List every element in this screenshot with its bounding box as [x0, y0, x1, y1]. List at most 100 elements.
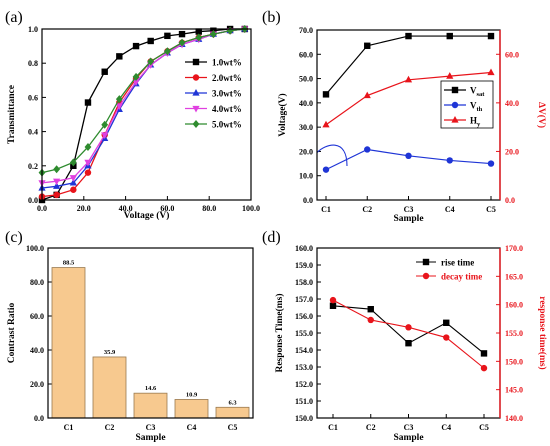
- right-y-tick-label: 165.0: [505, 272, 523, 281]
- legend-marker-1.0wt%: [192, 58, 200, 66]
- series-line-1.0wt%: [41, 28, 245, 201]
- data-point-rise time: [367, 306, 374, 313]
- x-tick-label: 60.0: [160, 204, 174, 213]
- data-point-2.0wt%: [53, 191, 60, 199]
- right-y-tick-label: 170.0: [505, 244, 523, 253]
- x-tick-label: C4: [441, 423, 451, 432]
- y-tick-label: 152.0: [295, 380, 313, 389]
- annotation-curve: [316, 144, 348, 167]
- y-axis-title: Voltage(V): [277, 93, 288, 136]
- data-point-1: [405, 152, 412, 159]
- data-point-4.0wt%: [53, 178, 61, 186]
- data-point-1: [322, 166, 330, 173]
- data-point-5.0wt%: [84, 142, 92, 151]
- data-point-1: [364, 146, 371, 153]
- y-tick-label: 155.0: [295, 329, 313, 338]
- x-tick-label: C5: [479, 423, 489, 432]
- data-point-rise time: [405, 340, 412, 347]
- legend-marker-decay time: [422, 272, 430, 280]
- y-tick-label: 154.0: [295, 346, 313, 355]
- x-tick-label: C3: [404, 205, 414, 214]
- data-point-1.0wt%: [101, 68, 108, 75]
- plot-frame: [41, 28, 252, 201]
- x-tick-label: C1: [328, 423, 338, 432]
- x-tick-label: C2: [105, 423, 115, 432]
- right-y-axis-title: ΔV(V): [536, 102, 547, 128]
- y-axis-title: Contrast Ratio: [7, 303, 17, 364]
- legend-marker-0: [451, 86, 459, 94]
- legend-marker-2: [451, 116, 459, 123]
- right-y-tick-label: 145.0: [505, 386, 523, 395]
- bar-C4: [174, 399, 209, 419]
- data-point-4.0wt%: [101, 132, 109, 140]
- legend-label-2: Hy: [470, 116, 481, 129]
- x-tick-label: C3: [404, 423, 414, 432]
- data-point-4.0wt%: [132, 79, 140, 87]
- panel-label-c: (c): [5, 229, 23, 246]
- legend-label-3.0wt%: 3.0wt%: [212, 89, 242, 99]
- x-tick-label: C5: [228, 423, 238, 432]
- data-point-1.0wt%: [116, 53, 123, 60]
- y-tick-label: 153.0: [295, 363, 313, 372]
- x-tick-label: C4: [187, 423, 197, 432]
- y-tick-label: 50.0: [299, 75, 313, 84]
- data-point-decay time: [367, 316, 374, 324]
- data-point-5.0wt%: [53, 165, 61, 174]
- legend-label-5.0wt%: 5.0wt%: [212, 120, 242, 130]
- y-tick-label: 0.2: [28, 162, 38, 171]
- y-tick-label: 150.0: [295, 414, 313, 423]
- data-point-2: [487, 68, 495, 76]
- y-axis-title: Response Time(ms): [274, 293, 285, 372]
- data-point-5.0wt%: [147, 57, 155, 66]
- y-tick-label: 0.6: [28, 93, 38, 102]
- data-point-1.0wt%: [195, 28, 202, 35]
- data-point-decay time: [405, 324, 412, 331]
- legend-label-1.0wt%: 1.0wt%: [212, 58, 242, 68]
- data-point-rise time: [480, 350, 488, 357]
- panel-label-b: (b): [262, 9, 281, 26]
- x-tick-label: 100.0: [242, 204, 260, 213]
- panel-a-transmittance-chart: (a) 0.0 0.2 0.4 0.6 0.8 1.0 0.0 20.0 40.0 60.0 80.0…: [5, 9, 260, 221]
- legend-box: [440, 80, 494, 129]
- data-point-0: [487, 32, 495, 40]
- panel-c-contrast-ratio-chart: (c) 0.0 20.0 40.0 60.0 80.0 100.0 88.5 C1 35.9 C2 1…: [5, 229, 254, 443]
- right-y-tick-label: 40.0: [505, 99, 519, 108]
- data-point-1: [487, 160, 495, 167]
- data-point-5.0wt%: [69, 158, 77, 167]
- data-label-C1: 88.5: [63, 260, 75, 267]
- legend-label-4.0wt%: 4.0wt%: [212, 104, 242, 114]
- x-tick-label: 80.0: [202, 204, 216, 213]
- data-point-4.0wt%: [84, 159, 92, 167]
- y-tick-label: 151.0: [295, 397, 313, 406]
- x-tick-label: C1: [321, 205, 331, 214]
- x-axis-title: Sample: [393, 433, 423, 443]
- bar-C1: [51, 267, 86, 419]
- legend-label-2.0wt%: 2.0wt%: [212, 73, 242, 83]
- y-tick-label: 70.0: [299, 26, 313, 35]
- data-point-0: [446, 32, 453, 40]
- data-label-C3: 14.6: [145, 385, 157, 392]
- y-tick-label: 0.4: [28, 128, 38, 137]
- series-line-decay time: [332, 299, 485, 369]
- data-point-5.0wt%: [115, 95, 123, 104]
- right-y-tick-label: 60.0: [505, 50, 519, 59]
- y-tick-label: 1.0: [28, 25, 38, 34]
- bar-C5: [215, 406, 250, 419]
- bar-C3: [133, 392, 168, 419]
- bar-C2: [92, 356, 127, 419]
- data-point-rise time: [443, 319, 450, 326]
- legend-marker-4.0wt%: [192, 105, 200, 113]
- data-point-5.0wt%: [101, 120, 109, 129]
- x-tick-label: C4: [445, 205, 455, 214]
- data-point-0: [322, 91, 330, 98]
- data-point-1.0wt%: [84, 99, 92, 106]
- right-y-tick-label: 20.0: [505, 147, 519, 156]
- right-y-tick-label: 140.0: [505, 414, 523, 423]
- data-point-1: [446, 157, 453, 164]
- y-tick-label: 160.0: [295, 244, 313, 253]
- y-tick-label: 0.0: [34, 414, 44, 423]
- data-point-5.0wt%: [195, 33, 203, 42]
- panel-d-response-time-chart: (d) 150.0 151.0 152.0 153.0 154.0 155.0 156.0 15…: [262, 229, 548, 443]
- legend-marker-3.0wt%: [192, 89, 200, 96]
